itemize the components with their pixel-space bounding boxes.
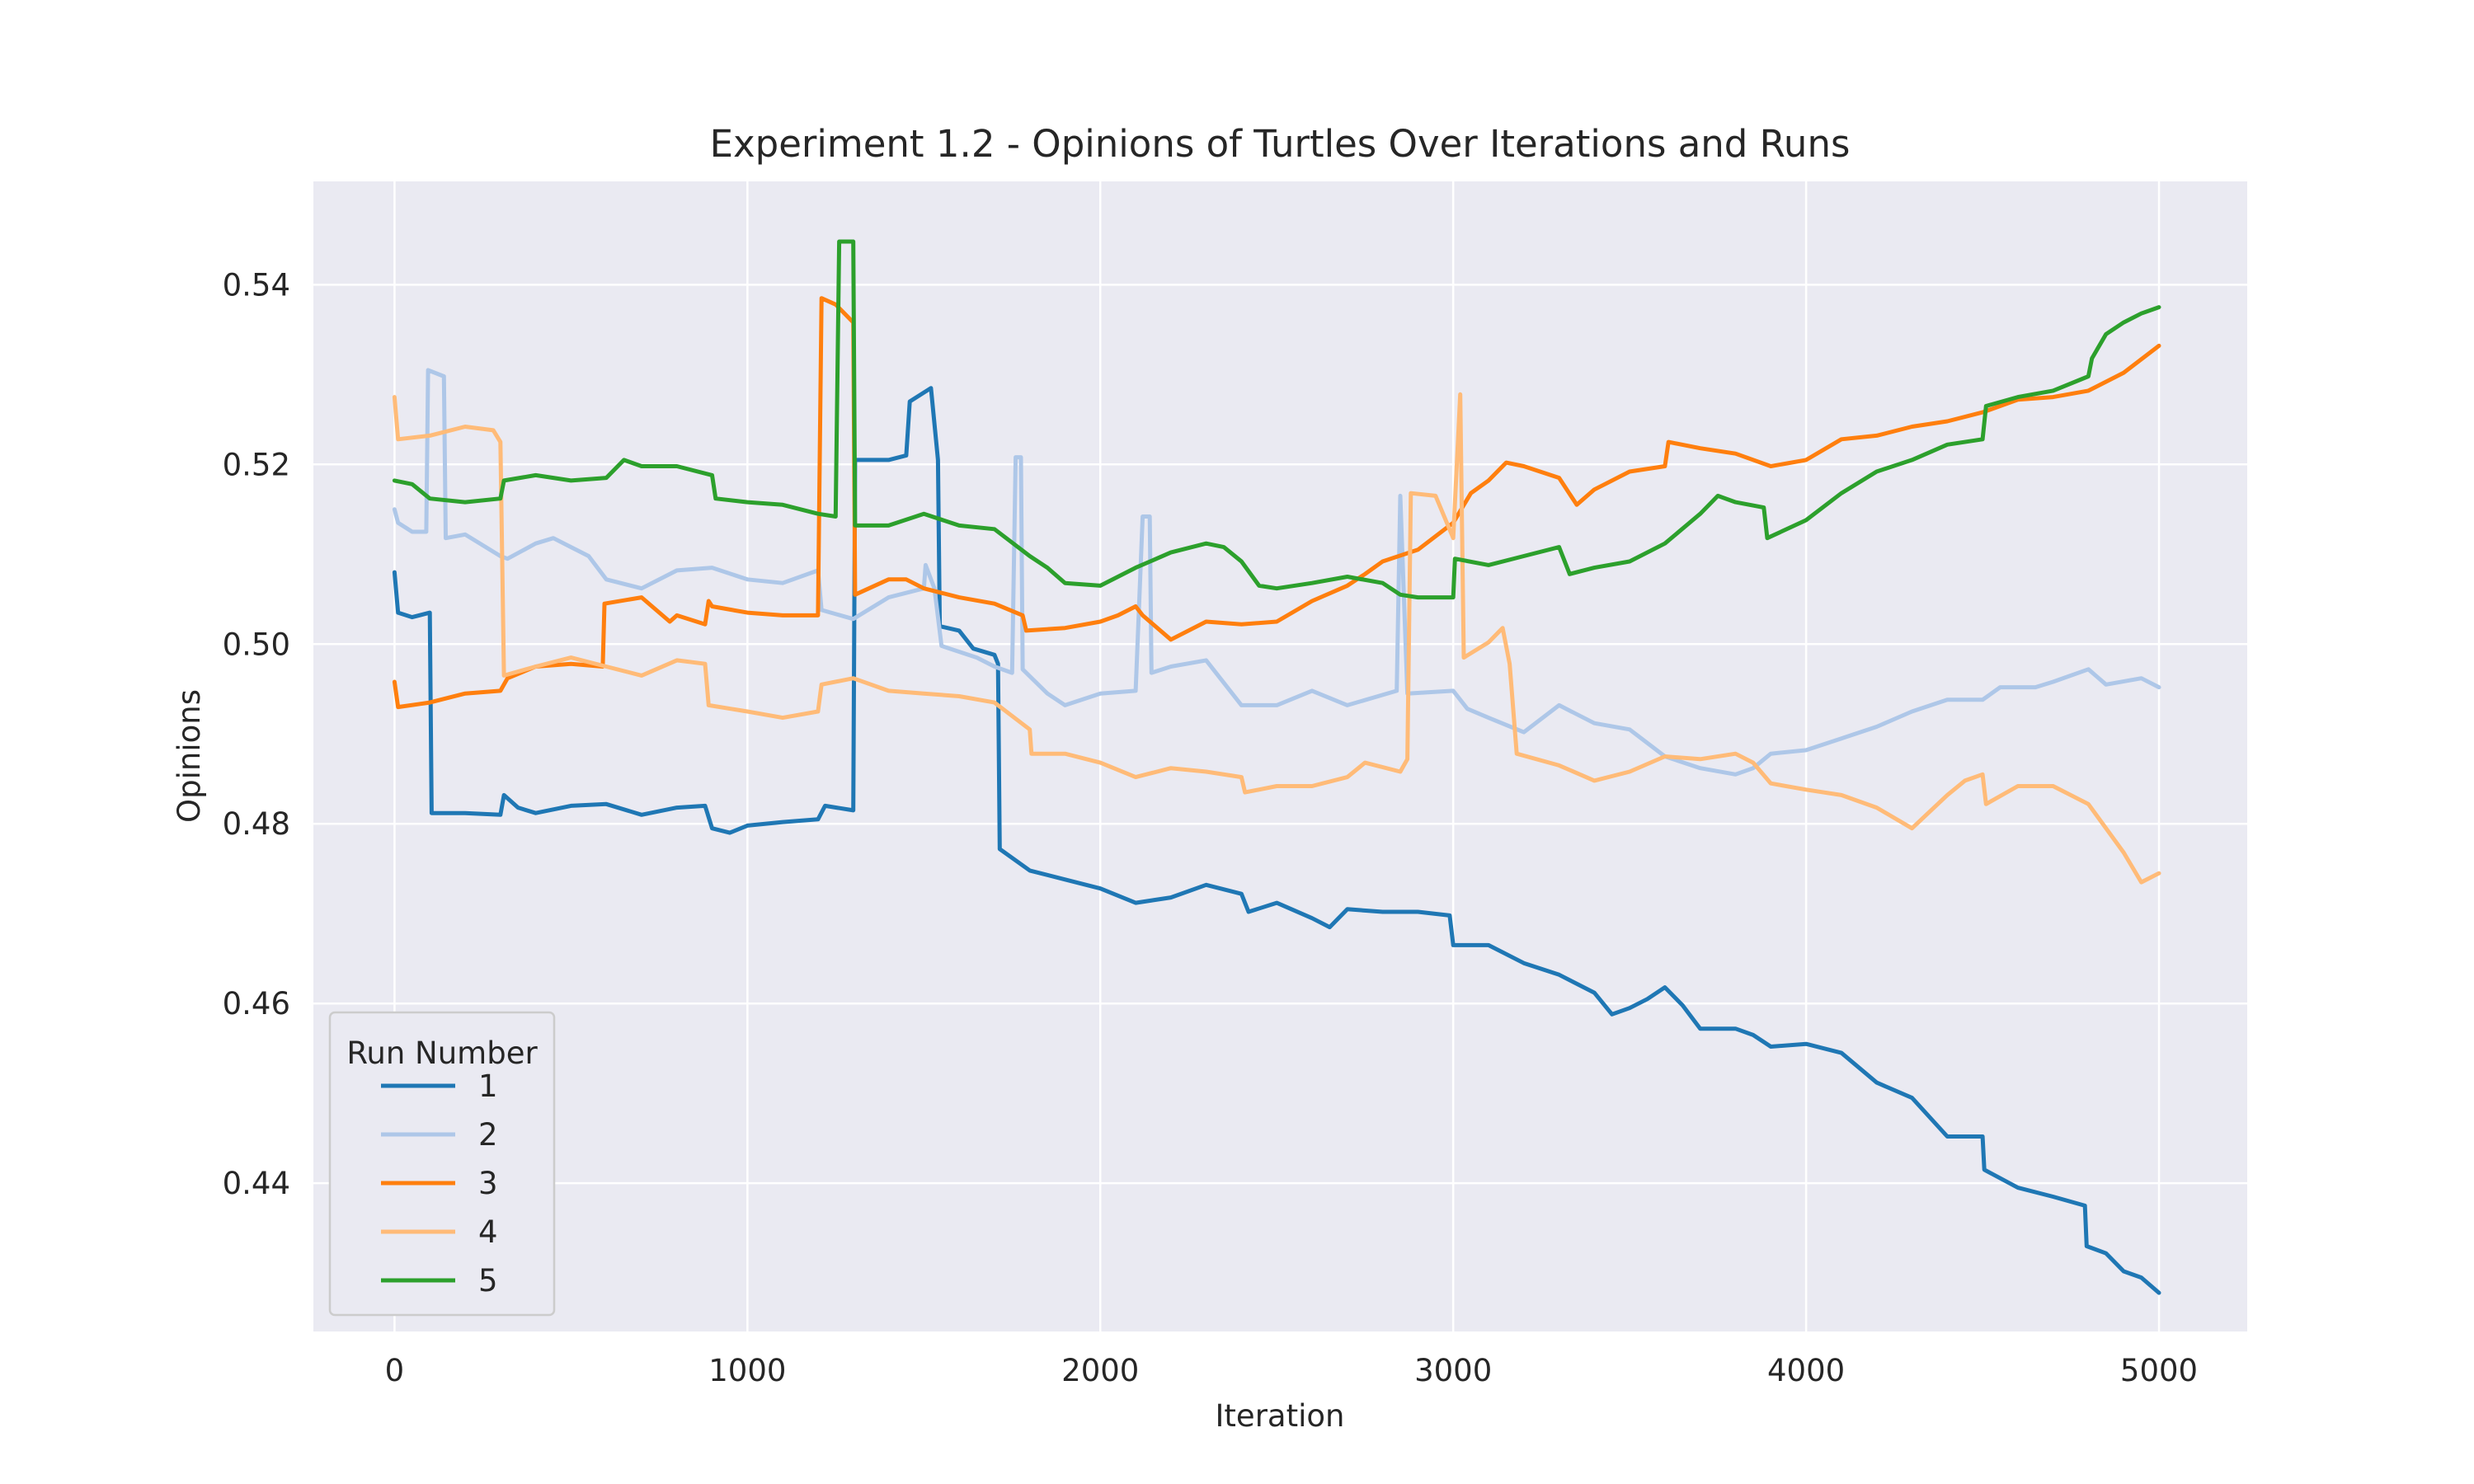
y-tick-label: 0.54 xyxy=(223,267,290,303)
y-tick-label: 0.52 xyxy=(223,447,290,482)
y-tick-label: 0.48 xyxy=(223,806,290,842)
x-tick-label: 2000 xyxy=(1061,1353,1139,1388)
legend-label-run-4: 4 xyxy=(478,1214,498,1250)
legend: Run Number 1 2 3 4 5 xyxy=(328,1011,556,1317)
legend-title: Run Number xyxy=(346,1036,538,1071)
x-tick-label: 3000 xyxy=(1414,1353,1492,1388)
y-tick-labels: 0.44 0.46 0.48 0.50 0.52 0.54 xyxy=(223,267,290,1201)
legend-label-run-1: 1 xyxy=(478,1068,498,1104)
x-tick-label: 0 xyxy=(385,1353,405,1388)
y-axis-label: Opinions xyxy=(172,689,207,823)
x-tick-label: 5000 xyxy=(2120,1353,2198,1388)
series-line-run-2 xyxy=(392,368,2161,777)
x-tick-label: 1000 xyxy=(708,1353,786,1388)
x-tick-label: 4000 xyxy=(1767,1353,1845,1388)
legend-label-run-3: 3 xyxy=(478,1166,498,1201)
legend-items: 1 2 3 4 5 xyxy=(381,1068,498,1298)
series-line-run-4 xyxy=(392,392,2161,885)
gridlines xyxy=(313,181,2247,1331)
series-layer xyxy=(392,239,2161,1295)
x-axis-label: Iteration xyxy=(1216,1398,1345,1434)
legend-label-run-5: 5 xyxy=(478,1263,498,1298)
plot-area xyxy=(313,181,2247,1331)
chart-title: Experiment 1.2 - Opinions of Turtles Ove… xyxy=(710,122,1851,166)
legend-label-run-2: 2 xyxy=(478,1117,498,1153)
y-tick-label: 0.50 xyxy=(223,627,290,662)
legend-box xyxy=(328,1011,556,1317)
series-line-run-3 xyxy=(392,296,2161,710)
series-line-run-5 xyxy=(392,239,2161,600)
x-tick-labels: 0 1000 2000 3000 4000 5000 xyxy=(385,1353,2198,1388)
series-line-run-1 xyxy=(392,386,2161,1295)
y-tick-label: 0.46 xyxy=(223,986,290,1021)
y-tick-label: 0.44 xyxy=(223,1166,290,1201)
